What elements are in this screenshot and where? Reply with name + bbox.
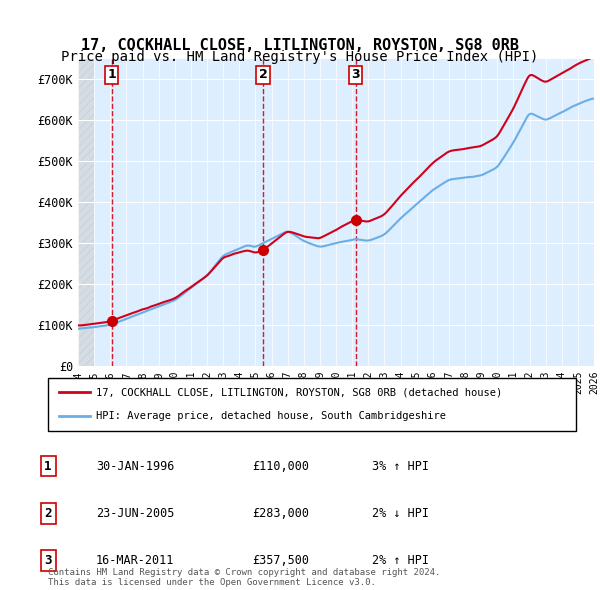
Text: 17, COCKHALL CLOSE, LITLINGTON, ROYSTON, SG8 0RB: 17, COCKHALL CLOSE, LITLINGTON, ROYSTON,… [81,38,519,53]
Text: 2% ↓ HPI: 2% ↓ HPI [372,507,429,520]
Text: Contains HM Land Registry data © Crown copyright and database right 2024.
This d: Contains HM Land Registry data © Crown c… [48,568,440,587]
Bar [78,59,94,366]
Text: 1: 1 [107,68,116,81]
Text: £357,500: £357,500 [252,554,309,567]
Text: 16-MAR-2011: 16-MAR-2011 [96,554,175,567]
Text: 2% ↑ HPI: 2% ↑ HPI [372,554,429,567]
Text: 17, COCKHALL CLOSE, LITLINGTON, ROYSTON, SG8 0RB (detached house): 17, COCKHALL CLOSE, LITLINGTON, ROYSTON,… [95,388,502,398]
Text: 30-JAN-1996: 30-JAN-1996 [96,460,175,473]
Text: 23-JUN-2005: 23-JUN-2005 [96,507,175,520]
Text: £110,000: £110,000 [252,460,309,473]
Text: 3: 3 [351,68,360,81]
FancyBboxPatch shape [48,378,576,431]
Text: 2: 2 [44,507,52,520]
Text: 3% ↑ HPI: 3% ↑ HPI [372,460,429,473]
Text: HPI: Average price, detached house, South Cambridgeshire: HPI: Average price, detached house, Sout… [95,411,446,421]
Text: £283,000: £283,000 [252,507,309,520]
Text: 3: 3 [44,554,52,567]
Text: 1: 1 [44,460,52,473]
Text: Price paid vs. HM Land Registry's House Price Index (HPI): Price paid vs. HM Land Registry's House … [61,50,539,64]
Text: 2: 2 [259,68,268,81]
